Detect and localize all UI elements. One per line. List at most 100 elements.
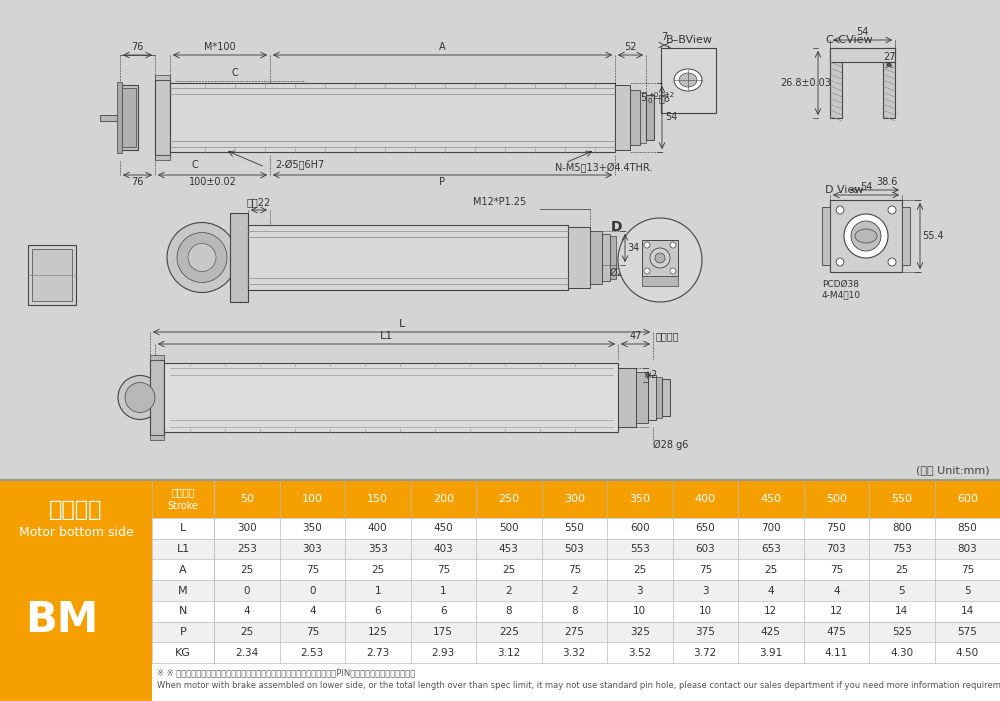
Text: 275: 275 bbox=[564, 627, 584, 637]
Bar bbox=[122, 88, 136, 147]
Circle shape bbox=[844, 214, 888, 258]
Bar bbox=[830, 48, 895, 62]
Bar bbox=[830, 200, 902, 272]
Text: 14: 14 bbox=[961, 606, 974, 616]
Text: 2-Ø5淲6H7: 2-Ø5淲6H7 bbox=[275, 160, 324, 170]
Text: 8: 8 bbox=[571, 606, 578, 616]
Text: P: P bbox=[440, 177, 446, 187]
Text: 25: 25 bbox=[502, 565, 515, 575]
Text: M: M bbox=[178, 585, 188, 596]
Circle shape bbox=[650, 248, 670, 268]
Text: 1: 1 bbox=[440, 585, 447, 596]
Bar bbox=[152, 601, 1000, 622]
Text: 76: 76 bbox=[131, 177, 144, 187]
Text: 75: 75 bbox=[961, 565, 974, 575]
Text: 453: 453 bbox=[499, 544, 519, 554]
Text: 6: 6 bbox=[374, 606, 381, 616]
Bar bbox=[32, 249, 72, 301]
Text: 4: 4 bbox=[833, 585, 840, 596]
Text: 2.53: 2.53 bbox=[301, 648, 324, 658]
Text: 150: 150 bbox=[367, 494, 388, 504]
Text: L1: L1 bbox=[380, 331, 393, 341]
Text: 52: 52 bbox=[624, 42, 637, 52]
Text: 603: 603 bbox=[695, 544, 715, 554]
Text: 25: 25 bbox=[240, 565, 253, 575]
Bar bbox=[152, 480, 1000, 518]
Ellipse shape bbox=[855, 229, 877, 243]
Text: 100: 100 bbox=[302, 494, 323, 504]
Text: 400: 400 bbox=[695, 494, 716, 504]
Text: Ø28 g6: Ø28 g6 bbox=[653, 440, 688, 450]
Bar bbox=[100, 114, 120, 121]
Bar bbox=[642, 276, 678, 286]
Text: 3: 3 bbox=[636, 585, 643, 596]
Text: 7: 7 bbox=[661, 32, 667, 42]
Text: B–BView: B–BView bbox=[666, 35, 713, 45]
Text: 550: 550 bbox=[564, 524, 584, 533]
Text: Motor bottom side: Motor bottom side bbox=[19, 526, 133, 538]
Circle shape bbox=[670, 268, 676, 274]
Circle shape bbox=[644, 268, 650, 274]
Bar bbox=[117, 82, 122, 153]
Text: 600: 600 bbox=[630, 524, 650, 533]
Text: 2.34: 2.34 bbox=[235, 648, 258, 658]
Bar bbox=[150, 360, 164, 435]
Text: 803: 803 bbox=[957, 544, 977, 554]
Text: 4.30: 4.30 bbox=[890, 648, 913, 658]
Text: 753: 753 bbox=[892, 544, 912, 554]
Text: L1: L1 bbox=[176, 544, 190, 554]
Bar bbox=[822, 207, 830, 265]
Text: 54: 54 bbox=[860, 182, 872, 192]
Text: 503: 503 bbox=[564, 544, 584, 554]
Text: 1: 1 bbox=[374, 585, 381, 596]
Bar bbox=[120, 85, 138, 150]
Bar bbox=[662, 379, 670, 416]
Text: 3.91: 3.91 bbox=[759, 648, 782, 658]
Bar bbox=[630, 90, 640, 145]
Circle shape bbox=[618, 218, 702, 302]
Bar bbox=[230, 213, 248, 302]
Text: 4.11: 4.11 bbox=[825, 648, 848, 658]
Text: 50: 50 bbox=[240, 494, 254, 504]
Ellipse shape bbox=[679, 73, 697, 87]
Text: 牙镰22: 牙镰22 bbox=[247, 197, 271, 207]
Circle shape bbox=[644, 242, 650, 248]
Circle shape bbox=[125, 383, 155, 412]
Text: L: L bbox=[180, 524, 186, 533]
Bar bbox=[152, 642, 1000, 663]
Text: 325: 325 bbox=[630, 627, 650, 637]
Text: 850: 850 bbox=[957, 524, 977, 533]
Text: 5: 5 bbox=[640, 93, 646, 103]
Text: 4.50: 4.50 bbox=[956, 648, 979, 658]
Text: 550: 550 bbox=[891, 494, 912, 504]
Text: 55.4: 55.4 bbox=[922, 231, 944, 241]
Text: 淲6: 淲6 bbox=[659, 93, 671, 103]
Text: 54: 54 bbox=[856, 27, 869, 37]
Text: 653: 653 bbox=[761, 544, 781, 554]
Text: 350: 350 bbox=[302, 524, 322, 533]
Bar bbox=[152, 559, 1000, 580]
Bar bbox=[170, 83, 615, 152]
Bar bbox=[164, 363, 618, 432]
Text: 0: 0 bbox=[648, 98, 652, 104]
Text: 8: 8 bbox=[505, 606, 512, 616]
Text: 4: 4 bbox=[309, 606, 316, 616]
Text: +0.012: +0.012 bbox=[648, 92, 674, 98]
Text: 4-M4淲10: 4-M4淲10 bbox=[822, 290, 861, 299]
Bar bbox=[618, 368, 636, 427]
Bar bbox=[640, 92, 646, 143]
Text: 34: 34 bbox=[627, 243, 639, 253]
Text: P: P bbox=[180, 627, 186, 637]
Bar bbox=[902, 207, 910, 265]
Text: 703: 703 bbox=[826, 544, 846, 554]
Text: 25: 25 bbox=[371, 565, 384, 575]
Text: 38.6: 38.6 bbox=[876, 177, 898, 187]
Text: 4: 4 bbox=[767, 585, 774, 596]
Text: 300: 300 bbox=[237, 524, 257, 533]
Bar bbox=[0, 480, 152, 701]
Bar bbox=[28, 245, 76, 305]
Circle shape bbox=[888, 258, 896, 266]
Bar bbox=[150, 435, 164, 440]
Text: M*100: M*100 bbox=[204, 42, 236, 52]
Text: 375: 375 bbox=[695, 627, 715, 637]
